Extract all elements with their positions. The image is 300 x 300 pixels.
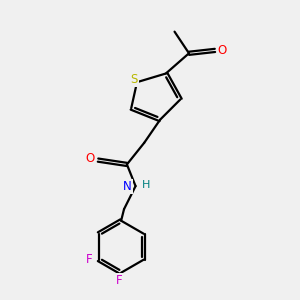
Text: H: H <box>142 180 151 190</box>
Text: O: O <box>218 44 227 57</box>
Text: O: O <box>85 152 94 165</box>
Text: S: S <box>130 74 138 86</box>
Text: N: N <box>123 180 132 193</box>
Text: F: F <box>86 253 93 266</box>
Text: F: F <box>116 274 122 287</box>
